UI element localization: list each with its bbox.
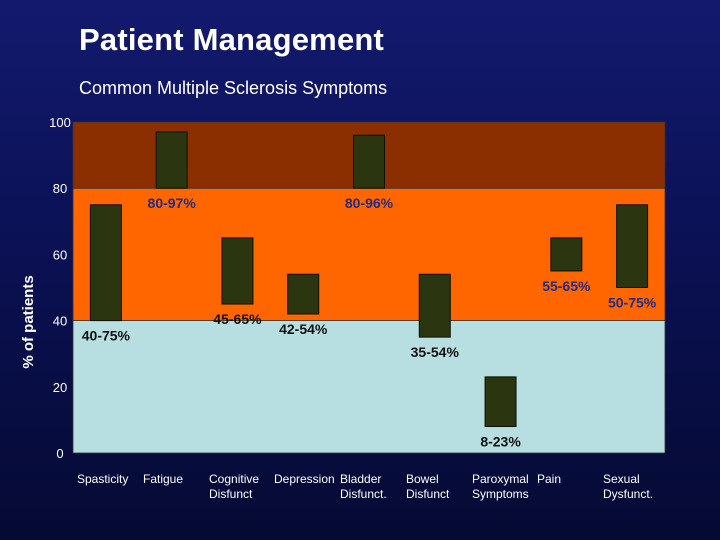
range-bar (484, 376, 517, 428)
x-category-label: Pain (537, 472, 562, 486)
slide-title: Patient Management (79, 22, 385, 57)
range-bar (287, 273, 320, 315)
x-category-label: Paroxymal Symptoms (472, 472, 529, 501)
x-category-label: Fatigue (143, 472, 184, 486)
x-category-label: Sexual Dysfunct. (603, 472, 654, 501)
data-label: 8-23% (480, 434, 521, 450)
data-labels: 40-75% 80-97% 45-65% 42-54% 80-96% 35-54% 8-23… (82, 195, 657, 449)
y-axis-label: % of patients (20, 275, 37, 368)
range-bar (221, 237, 254, 305)
range-bars (89, 131, 649, 428)
x-category-label: Depression (274, 472, 335, 486)
x-category-label: Bowel Disfunct (406, 472, 450, 501)
data-label: 35-54% (411, 344, 460, 360)
slide-subtitle: Common Multiple Sclerosis Symptoms (79, 78, 388, 98)
range-bar (89, 204, 122, 322)
y-tick-label: 0 (56, 446, 63, 461)
data-label: 50-75% (608, 295, 657, 311)
y-tick-label: 60 (53, 247, 67, 262)
data-label: 42-54% (279, 321, 328, 337)
x-category-label: Bladder Disfunct. (340, 472, 387, 501)
data-label: 80-97% (148, 195, 197, 211)
data-label: 45-65% (213, 311, 262, 327)
y-tick-label: 20 (53, 380, 67, 395)
data-label: 80-96% (345, 195, 394, 211)
y-axis-ticks: 0 20 40 60 80 100 (49, 115, 71, 461)
x-category-label: Cognitive Disfunct (209, 472, 260, 501)
y-tick-label: 80 (53, 181, 67, 196)
x-category-label: Spasticity (77, 472, 129, 486)
range-bar (418, 273, 451, 338)
range-bar (353, 134, 385, 189)
range-bar (155, 131, 188, 189)
band-0 (72, 320, 666, 454)
data-label: 40-75% (82, 328, 131, 344)
y-tick-label: 100 (49, 115, 71, 130)
range-bar (550, 237, 583, 272)
y-tick-label: 40 (53, 314, 67, 329)
range-bar (616, 204, 649, 288)
data-label: 55-65% (542, 278, 591, 294)
